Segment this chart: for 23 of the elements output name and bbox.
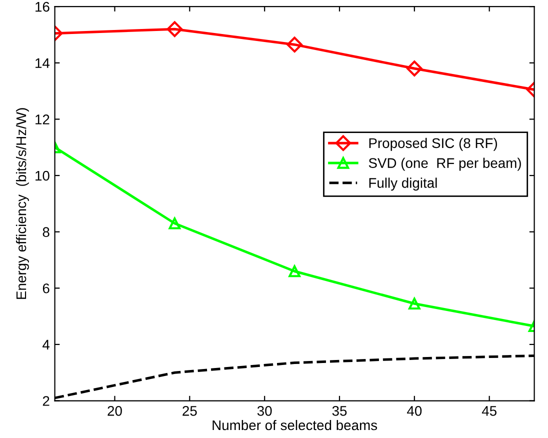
x-tick-label: 35 xyxy=(332,406,347,416)
legend-label: Fully digital xyxy=(369,178,437,191)
point xyxy=(166,21,183,38)
x-tick-label: 25 xyxy=(182,406,197,416)
y-tick-label: 10 xyxy=(36,170,50,181)
y-tick-label: 16 xyxy=(36,2,50,12)
x-axis-title: Number of selected beams xyxy=(212,420,378,430)
y-tick-label: 6 xyxy=(42,283,50,294)
x-tick-label: 30 xyxy=(257,406,272,416)
x-tick-label: 20 xyxy=(108,406,122,416)
x-tick-label: 45 xyxy=(482,406,496,416)
legend-label: Proposed SIC (8 RF) xyxy=(369,138,498,151)
point xyxy=(286,36,302,52)
y-tick-label: 4 xyxy=(42,340,50,350)
point xyxy=(168,217,181,230)
y-tick-label: 12 xyxy=(36,114,50,124)
legend-label: SVD (one RF per beam) xyxy=(368,158,521,171)
y-tick-label: 8 xyxy=(42,227,50,237)
point xyxy=(288,265,300,278)
x-tick-label: 40 xyxy=(407,406,422,416)
y-axis-title: Energy efficiency (bits/s/Hz/W) xyxy=(16,108,29,299)
y-tick-label: 2 xyxy=(42,396,50,406)
y-tick-label: 14 xyxy=(36,58,50,68)
